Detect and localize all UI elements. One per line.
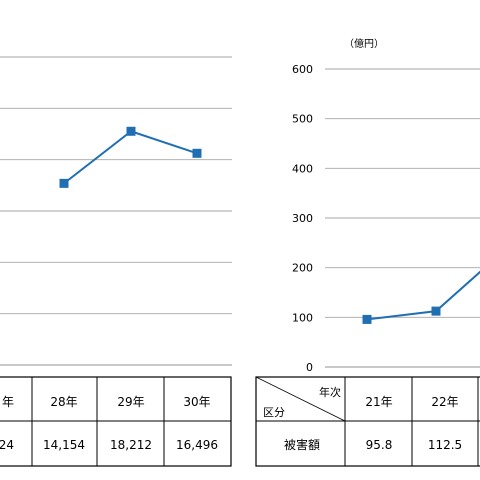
right-table-value: 112.5: [428, 438, 462, 452]
left-table-value: 24: [0, 438, 14, 452]
right-y-tick-label: 600: [292, 63, 313, 76]
left-data-point: [192, 148, 202, 158]
right-y-tick-label: 0: [306, 361, 313, 374]
right-table-corner-top: 年次: [319, 385, 341, 399]
right-y-tick-labels: 0 100 200 300 400 500 600: [292, 63, 313, 374]
right-table-header: 21年: [365, 395, 392, 409]
left-data-point: [59, 178, 69, 188]
right-y-unit: （億円）: [344, 37, 384, 50]
right-y-tick-label: 200: [292, 262, 313, 275]
right-data-point: [431, 306, 441, 316]
left-table-header: 年: [2, 395, 14, 409]
left-table: 年 28年 29年 30年 24 14,154 18,212 16,496: [0, 376, 232, 467]
right-y-tick-label: 100: [292, 311, 313, 324]
left-table-header: 28年: [50, 395, 77, 409]
right-y-tick-label: 300: [292, 212, 313, 225]
left-table-header: 30年: [183, 395, 210, 409]
left-table-value: 14,154: [43, 438, 85, 452]
right-table-diagonal: [255, 376, 346, 422]
right-table-row-label: 被害額: [284, 437, 320, 452]
right-chart: （億円） 0 100 200 300 400 500 600 年次 区分 被害額 21年 2…: [255, 37, 480, 467]
left-series-line: [63, 130, 198, 185]
right-series: [362, 270, 480, 324]
right-y-tick-label: 400: [292, 162, 313, 175]
right-table-corner-bottom: 区分: [263, 406, 285, 419]
left-series: [59, 126, 202, 188]
right-y-tick-label: 500: [292, 113, 313, 126]
right-table: 年次 区分 被害額 21年 22年 95.8 112.5: [255, 376, 480, 467]
left-table-value: 18,212: [110, 438, 152, 452]
left-data-point: [126, 126, 136, 136]
right-table-header: 22年: [431, 395, 458, 409]
left-gridlines: [0, 56, 232, 366]
left-table-value: 16,496: [176, 438, 218, 452]
right-table-value: 95.8: [366, 438, 393, 452]
left-table-header: 29年: [117, 395, 144, 409]
right-data-point: [362, 314, 372, 324]
left-chart: 年 28年 29年 30年 24 14,154 18,212 16,496: [0, 56, 232, 467]
right-series-line: [366, 270, 480, 321]
right-gridlines: [325, 68, 480, 368]
